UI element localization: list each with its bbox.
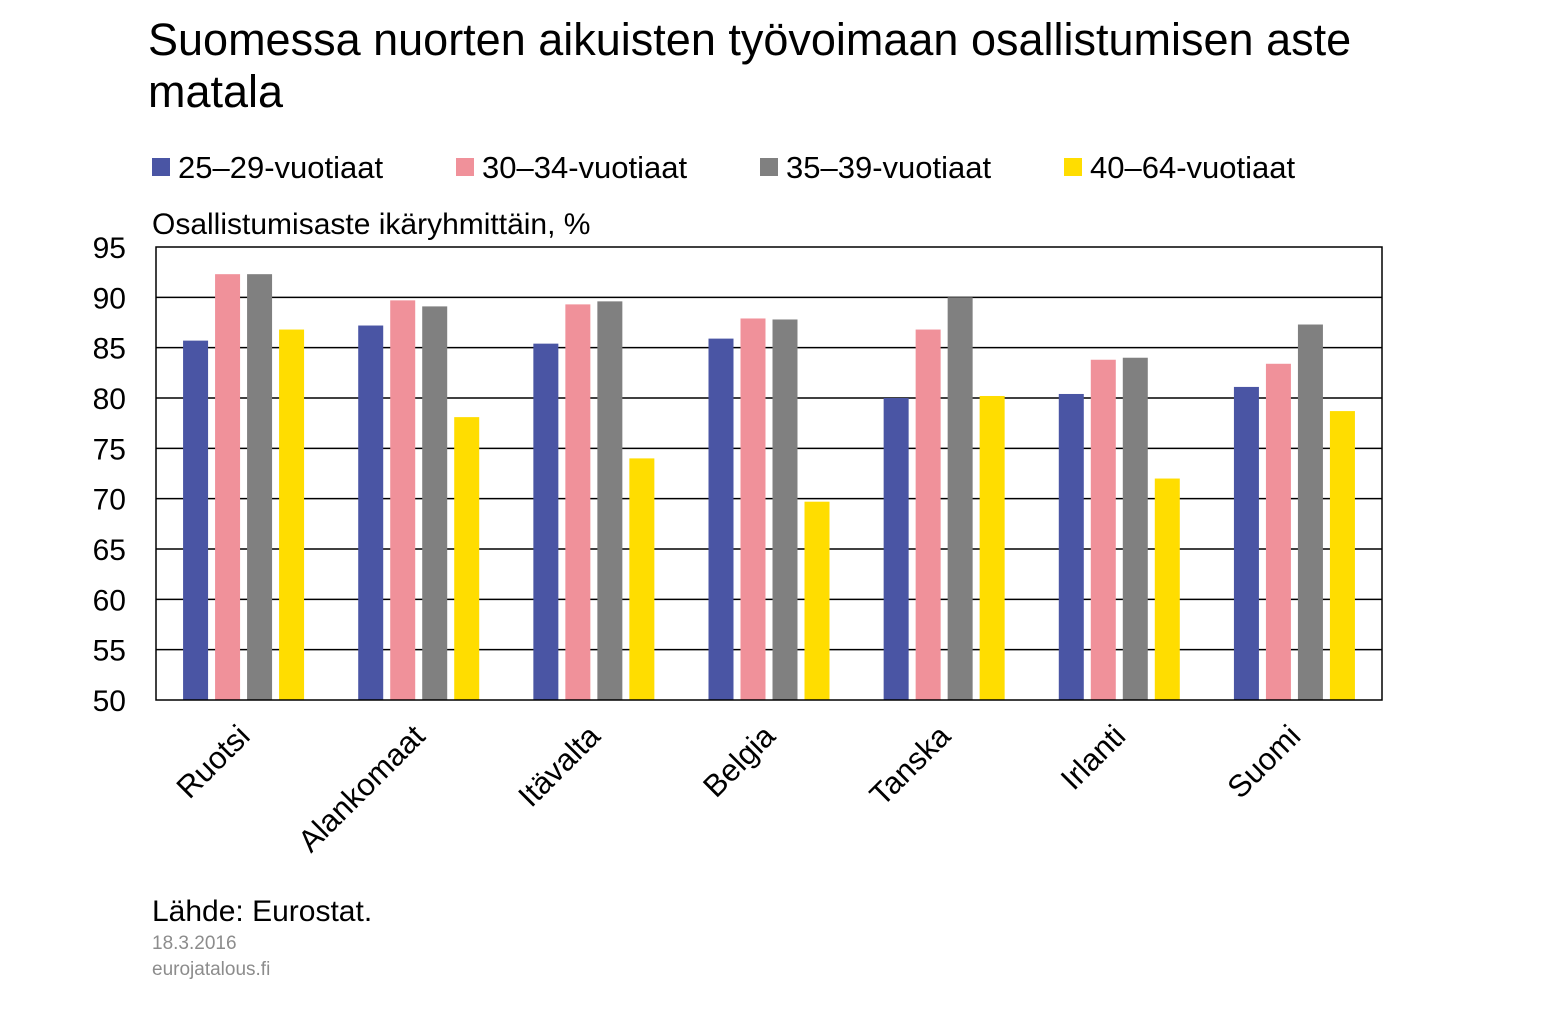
bar-ruotsi-0	[183, 340, 209, 700]
y-axis-label: Osallistumisaste ikäryhmittäin, %	[152, 208, 591, 241]
bar-belgia-0	[708, 338, 734, 700]
bar-itävalta-3	[629, 458, 655, 700]
bar-ruotsi-2	[247, 274, 273, 700]
legend-item-30-34: 30–34-vuotiaat	[456, 148, 687, 188]
x-tick-label-alankomaat: Alankomaat	[291, 718, 432, 859]
legend-label-25-29: 25–29-vuotiaat	[178, 150, 384, 185]
bar-alankomaat-0	[358, 325, 384, 700]
chart-title: Suomessa nuorten aikuisten työvoimaan os…	[148, 14, 1352, 117]
bar-itävalta-0	[533, 343, 559, 700]
x-tick-label-ruotsi: Ruotsi	[170, 718, 257, 805]
bar-alankomaat-1	[390, 300, 416, 700]
y-tick-label-90: 90	[93, 282, 126, 315]
legend-swatch-40-64	[1064, 157, 1082, 176]
y-tick-label-60: 60	[93, 584, 126, 617]
source-note: Lähde: Eurostat.	[152, 895, 373, 928]
x-tick-label-itävalta: Itävalta	[511, 718, 607, 814]
bar-belgia-3	[804, 501, 830, 700]
legend-swatch-35-39	[760, 157, 778, 176]
bar-belgia-1	[740, 318, 766, 700]
plot-frame	[155, 246, 1383, 701]
y-tick-label-80: 80	[93, 383, 126, 416]
legend-item-25-29: 25–29-vuotiaat	[152, 148, 383, 188]
x-tick-label-tanska: Tanska	[863, 718, 958, 813]
bar-suomi-0	[1233, 386, 1259, 700]
bar-irlanti-0	[1058, 393, 1084, 700]
x-tick-label-irlanti: Irlanti	[1054, 718, 1132, 796]
bar-suomi-3	[1329, 411, 1355, 700]
y-tick-label-75: 75	[93, 433, 126, 466]
bar-irlanti-3	[1154, 478, 1180, 700]
legend-item-40-64: 40–64-vuotiaat	[1064, 148, 1295, 188]
y-tick-label-55: 55	[93, 635, 126, 668]
legend-label-35-39: 35–39-vuotiaat	[786, 150, 992, 185]
bar-ruotsi-1	[215, 274, 241, 700]
bar-tanska-1	[915, 329, 941, 700]
x-tick-label-belgia: Belgia	[696, 718, 782, 804]
bar-ruotsi-3	[279, 329, 305, 700]
bar-irlanti-2	[1122, 357, 1148, 700]
bar-irlanti-1	[1090, 359, 1116, 700]
legend-label-40-64: 40–64-vuotiaat	[1090, 150, 1296, 185]
bar-tanska-0	[883, 398, 909, 700]
x-tick-label-suomi: Suomi	[1220, 718, 1307, 805]
publish-date: 18.3.2016	[152, 933, 237, 954]
y-tick-label-50: 50	[93, 685, 126, 718]
site-name: eurojatalous.fi	[152, 959, 271, 980]
legend-swatch-30-34	[456, 157, 474, 176]
legend-label-30-34: 30–34-vuotiaat	[482, 150, 688, 185]
legend-swatch-25-29	[152, 157, 170, 176]
bar-tanska-2	[947, 297, 973, 700]
bar-tanska-3	[979, 395, 1005, 700]
bar-suomi-2	[1297, 324, 1323, 700]
bar-suomi-1	[1265, 363, 1291, 700]
y-tick-label-85: 85	[93, 333, 126, 366]
bar-alankomaat-2	[422, 306, 448, 700]
bar-belgia-2	[772, 319, 798, 700]
y-tick-label-95: 95	[93, 232, 126, 265]
legend-item-35-39: 35–39-vuotiaat	[760, 148, 991, 188]
y-tick-label-65: 65	[93, 534, 126, 567]
y-tick-label-70: 70	[93, 484, 126, 517]
bar-alankomaat-3	[454, 417, 480, 700]
bar-itävalta-1	[565, 304, 591, 700]
bar-itävalta-2	[597, 301, 623, 700]
